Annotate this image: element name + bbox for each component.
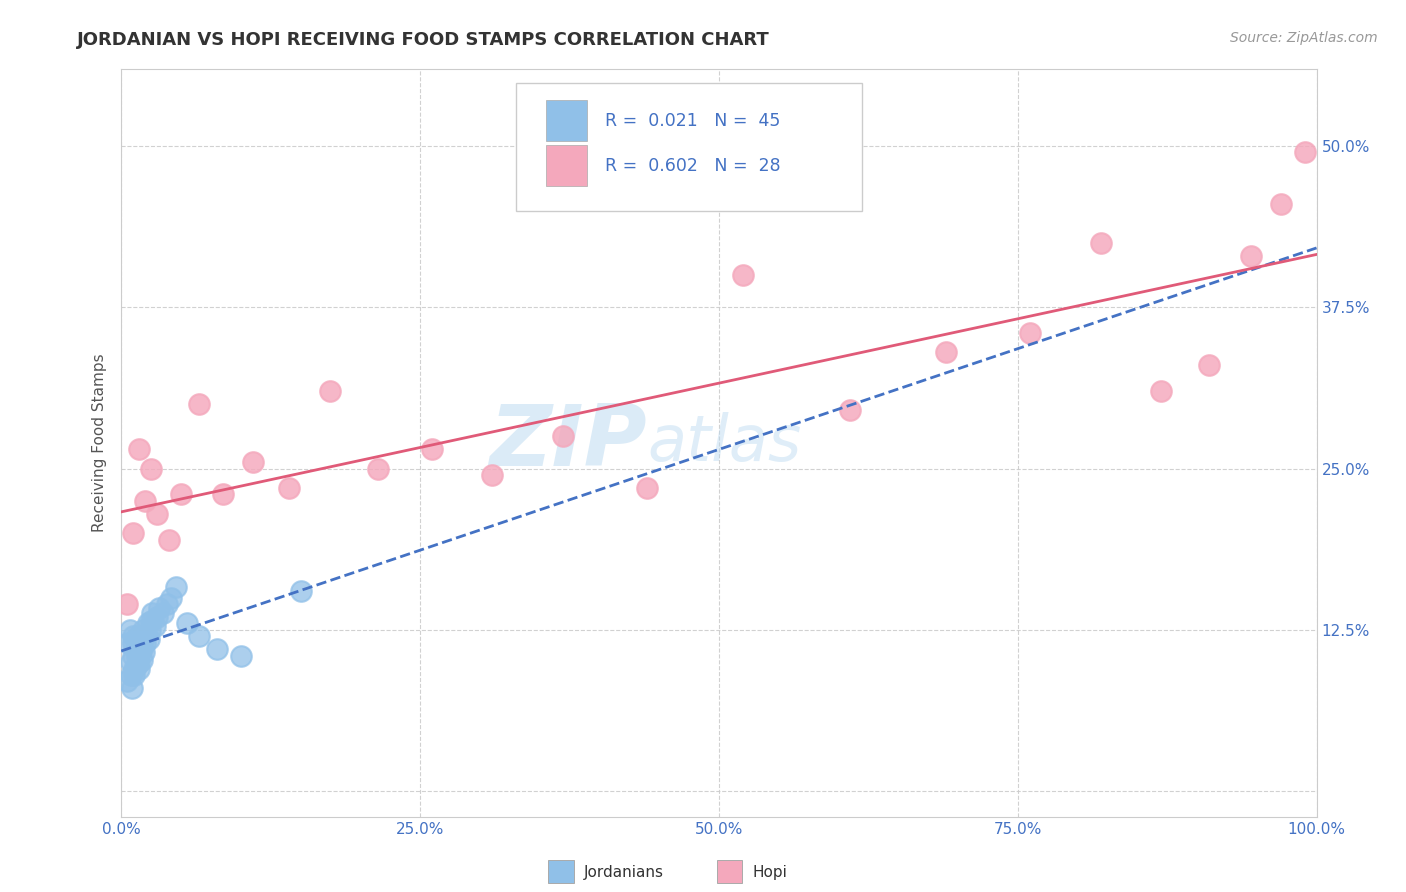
Point	[229, 648, 252, 663]
Point	[731, 268, 754, 282]
Point	[170, 487, 193, 501]
Point	[139, 461, 162, 475]
Point	[132, 645, 155, 659]
Point	[139, 623, 162, 637]
Point	[125, 648, 148, 663]
Text: Source: ZipAtlas.com: Source: ZipAtlas.com	[1230, 31, 1378, 45]
Point	[165, 580, 187, 594]
Text: Jordanians: Jordanians	[583, 865, 664, 880]
Point	[138, 632, 160, 646]
Point	[122, 526, 145, 541]
Point	[143, 619, 166, 633]
Point	[128, 442, 150, 457]
Point	[124, 662, 146, 676]
Point	[115, 674, 138, 689]
FancyBboxPatch shape	[546, 100, 588, 142]
Point	[935, 345, 957, 359]
Point	[319, 384, 342, 398]
Point	[139, 614, 162, 628]
Point	[420, 442, 443, 457]
Point	[132, 623, 155, 637]
Text: JORDANIAN VS HOPI RECEIVING FOOD STAMPS CORRELATION CHART: JORDANIAN VS HOPI RECEIVING FOOD STAMPS …	[77, 31, 770, 49]
Y-axis label: Receiving Food Stamps: Receiving Food Stamps	[93, 353, 107, 532]
Text: R =  0.602   N =  28: R = 0.602 N = 28	[606, 157, 780, 175]
Point	[176, 616, 198, 631]
Point	[124, 642, 146, 657]
Point	[129, 645, 152, 659]
Point	[128, 662, 150, 676]
Point	[141, 606, 163, 620]
Text: Hopi: Hopi	[752, 865, 787, 880]
Text: ZIP: ZIP	[489, 401, 647, 484]
Point	[122, 629, 145, 643]
Point	[157, 533, 180, 547]
Point	[124, 632, 146, 646]
Point	[160, 591, 183, 605]
Point	[131, 642, 153, 657]
Point	[121, 681, 143, 695]
Point	[290, 584, 312, 599]
Point	[242, 455, 264, 469]
Point	[129, 636, 152, 650]
Point	[148, 601, 170, 615]
Point	[367, 461, 389, 475]
Point	[124, 668, 146, 682]
Point	[277, 481, 299, 495]
Point	[117, 636, 139, 650]
Point	[135, 626, 157, 640]
Point	[120, 668, 142, 682]
Point	[1270, 197, 1292, 211]
Point	[127, 640, 149, 654]
Point	[115, 597, 138, 611]
Point	[131, 652, 153, 666]
Point	[122, 648, 145, 663]
Point	[118, 623, 141, 637]
Point	[211, 487, 233, 501]
Point	[136, 616, 159, 631]
FancyBboxPatch shape	[516, 84, 862, 211]
Point	[146, 507, 169, 521]
Point	[128, 655, 150, 669]
Point	[1294, 145, 1316, 160]
Point	[152, 606, 174, 620]
Point	[481, 468, 503, 483]
Point	[1240, 249, 1263, 263]
Text: R =  0.021   N =  45: R = 0.021 N = 45	[606, 112, 780, 130]
Point	[120, 655, 142, 669]
Point	[553, 429, 575, 443]
Point	[1150, 384, 1173, 398]
Point	[125, 657, 148, 672]
Text: atlas: atlas	[647, 412, 801, 474]
FancyBboxPatch shape	[546, 145, 588, 186]
Point	[127, 629, 149, 643]
Point	[1018, 326, 1040, 340]
Point	[636, 481, 658, 495]
Point	[187, 397, 209, 411]
Point	[156, 597, 179, 611]
Point	[205, 642, 228, 657]
Point	[134, 636, 156, 650]
Point	[1090, 235, 1112, 250]
Point	[839, 403, 862, 417]
Point	[1198, 359, 1220, 373]
Point	[122, 636, 145, 650]
Point	[132, 632, 155, 646]
Point	[187, 629, 209, 643]
Point	[134, 493, 156, 508]
Point	[146, 610, 169, 624]
